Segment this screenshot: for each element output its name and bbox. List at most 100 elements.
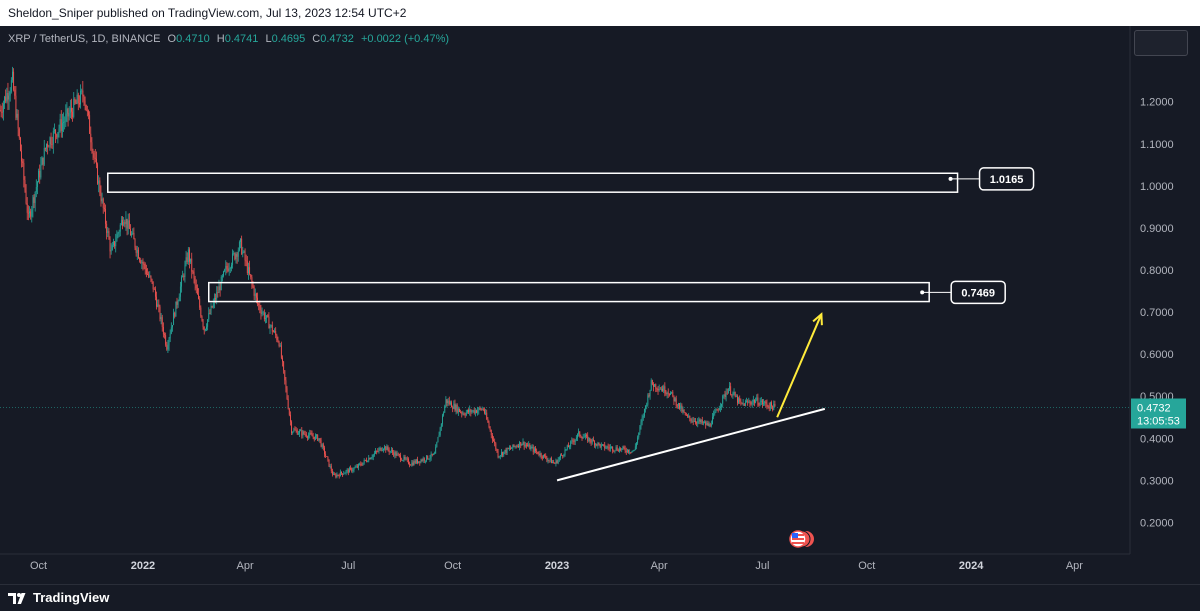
candle[interactable] xyxy=(670,391,671,395)
candle[interactable] xyxy=(570,440,571,449)
candle[interactable] xyxy=(590,438,591,444)
candle[interactable] xyxy=(715,408,716,413)
candle[interactable] xyxy=(474,407,475,414)
candle[interactable] xyxy=(654,384,655,387)
candle[interactable] xyxy=(571,437,572,443)
candle[interactable] xyxy=(232,249,233,268)
candle[interactable] xyxy=(582,436,583,440)
candle[interactable] xyxy=(352,468,353,474)
candle[interactable] xyxy=(671,392,672,394)
candle[interactable] xyxy=(545,453,546,459)
candle[interactable] xyxy=(411,460,412,467)
candle[interactable] xyxy=(627,449,628,453)
candle[interactable] xyxy=(292,431,293,434)
candle[interactable] xyxy=(321,438,322,448)
candle[interactable] xyxy=(704,420,705,423)
candle[interactable] xyxy=(118,232,119,238)
candle[interactable] xyxy=(337,472,338,478)
candle[interactable] xyxy=(681,403,682,413)
candle[interactable] xyxy=(114,241,115,249)
candle[interactable] xyxy=(358,463,359,470)
candle[interactable] xyxy=(47,141,48,154)
candle[interactable] xyxy=(658,386,659,395)
candle[interactable] xyxy=(132,228,133,235)
candle[interactable] xyxy=(641,419,642,429)
candle[interactable] xyxy=(489,420,490,428)
candle[interactable] xyxy=(512,444,513,450)
candle[interactable] xyxy=(308,432,309,439)
candle[interactable] xyxy=(194,268,195,284)
candle[interactable] xyxy=(344,472,345,473)
candle[interactable] xyxy=(183,273,184,280)
candle[interactable] xyxy=(743,399,744,406)
candle[interactable] xyxy=(558,457,559,464)
candle[interactable] xyxy=(772,405,773,411)
candle[interactable] xyxy=(732,392,733,399)
candle[interactable] xyxy=(485,409,486,415)
candle[interactable] xyxy=(334,472,335,475)
candle[interactable] xyxy=(633,450,634,452)
candle[interactable] xyxy=(7,83,8,110)
candle[interactable] xyxy=(533,445,534,455)
candle[interactable] xyxy=(110,236,111,258)
chart-settings-button[interactable] xyxy=(1134,30,1188,56)
candle[interactable] xyxy=(424,457,425,463)
candle[interactable] xyxy=(236,252,237,264)
candle[interactable] xyxy=(544,454,545,458)
candle[interactable] xyxy=(679,403,680,410)
candle[interactable] xyxy=(709,422,710,428)
candle[interactable] xyxy=(181,275,182,292)
candle[interactable] xyxy=(124,220,125,228)
candle[interactable] xyxy=(203,319,204,330)
candle[interactable] xyxy=(206,323,207,331)
candle[interactable] xyxy=(432,454,433,457)
candle[interactable] xyxy=(528,441,529,447)
candle[interactable] xyxy=(316,434,317,439)
candle[interactable] xyxy=(346,470,347,475)
candle[interactable] xyxy=(731,394,732,398)
candle[interactable] xyxy=(15,86,16,120)
candle[interactable] xyxy=(417,457,418,464)
candle[interactable] xyxy=(306,432,307,438)
candle[interactable] xyxy=(107,227,108,237)
candle[interactable] xyxy=(593,437,594,442)
candle[interactable] xyxy=(751,401,752,405)
candle[interactable] xyxy=(461,411,462,417)
candle[interactable] xyxy=(462,411,463,416)
candle[interactable] xyxy=(377,448,378,452)
candle[interactable] xyxy=(18,110,19,136)
candle[interactable] xyxy=(318,438,319,441)
candle[interactable] xyxy=(748,398,749,403)
candle[interactable] xyxy=(566,449,567,451)
candle[interactable] xyxy=(90,127,91,151)
candle[interactable] xyxy=(343,471,344,475)
candle[interactable] xyxy=(200,305,201,317)
candle[interactable] xyxy=(684,409,685,413)
candle[interactable] xyxy=(103,197,104,213)
candle[interactable] xyxy=(272,321,273,334)
candle[interactable] xyxy=(54,123,55,133)
candle[interactable] xyxy=(442,414,443,427)
candle[interactable] xyxy=(113,239,114,247)
candle[interactable] xyxy=(139,257,140,262)
candle[interactable] xyxy=(576,435,577,441)
candle[interactable] xyxy=(685,412,686,415)
candle[interactable] xyxy=(578,429,579,437)
candle[interactable] xyxy=(86,105,87,112)
candle[interactable] xyxy=(721,404,722,411)
candle[interactable] xyxy=(383,448,384,452)
candle[interactable] xyxy=(12,67,13,83)
candle[interactable] xyxy=(335,473,336,478)
candle[interactable] xyxy=(257,293,258,307)
candle[interactable] xyxy=(449,397,450,406)
candle[interactable] xyxy=(609,444,610,451)
candle[interactable] xyxy=(711,421,712,428)
candle[interactable] xyxy=(763,399,764,406)
candle[interactable] xyxy=(360,461,361,466)
candle[interactable] xyxy=(430,455,431,462)
candle[interactable] xyxy=(548,458,549,464)
candle[interactable] xyxy=(10,87,11,101)
candle[interactable] xyxy=(97,162,98,184)
